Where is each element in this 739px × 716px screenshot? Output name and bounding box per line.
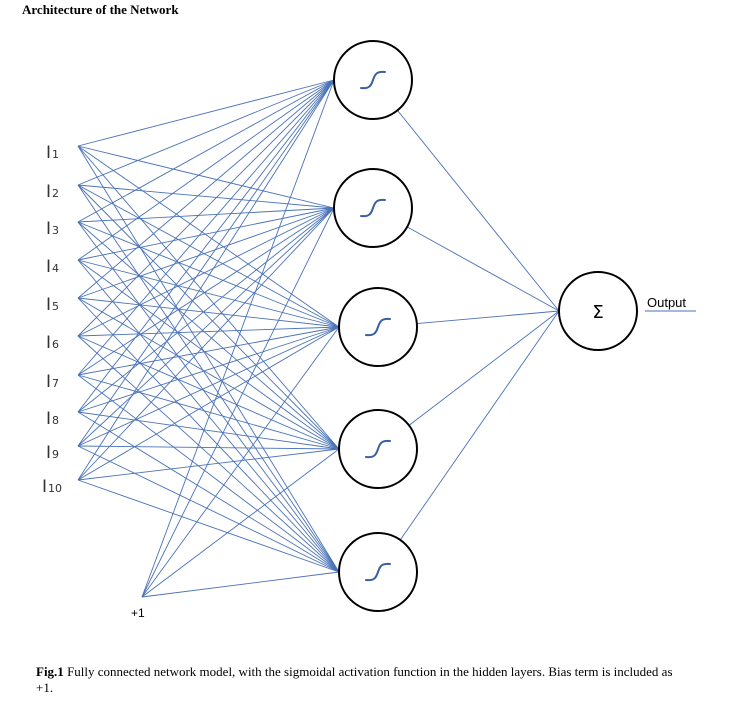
- sum-symbol: Σ: [592, 302, 603, 323]
- hidden-output-connection: [399, 310, 560, 541]
- input-hidden-connection: [77, 207, 335, 447]
- input-hidden-connection: [77, 79, 335, 299]
- output-label: Output: [647, 295, 686, 310]
- output-layer: Σ Output: [558, 271, 696, 351]
- input-hidden-connection: [77, 445, 340, 573]
- input-hidden-connection: [77, 259, 340, 450]
- input-hidden-connection: [77, 297, 340, 328]
- input-layer: I1 I2 I3 I4 I5 I6 I7 I8 I9 I10: [42, 143, 62, 497]
- sigmoid-curve-icon: [365, 562, 391, 582]
- input-hidden-connection: [77, 184, 340, 573]
- input-hidden-connection: [77, 207, 335, 299]
- input-label: I3: [46, 219, 59, 239]
- input-hidden-connection: [77, 411, 340, 450]
- input-hidden-connection: [77, 374, 340, 450]
- input-hidden-connection: [77, 207, 335, 337]
- input-hidden-connection: [77, 326, 340, 413]
- input-hidden-connection: [77, 335, 340, 450]
- bias-hidden-connection: [141, 207, 335, 598]
- caption-text: Fully connected network model, with the …: [36, 664, 673, 695]
- input-hidden-connection: [77, 79, 335, 223]
- bias-hidden-connection: [141, 448, 340, 598]
- sigmoid-curve-icon: [360, 198, 386, 218]
- hidden-output-connection: [406, 226, 560, 312]
- input-hidden-connection: [77, 221, 340, 450]
- input-hidden-connection: [77, 297, 340, 450]
- input-hidden-connection: [77, 448, 340, 481]
- caption-figure-number: Fig.1: [36, 664, 64, 679]
- bias-hidden-connection: [141, 571, 340, 598]
- input-hidden-connection: [77, 79, 335, 413]
- input-hidden-connection: [77, 221, 340, 573]
- connections-layer: [77, 79, 560, 598]
- input-hidden-connection: [77, 79, 335, 337]
- hidden-neuron: [338, 409, 418, 489]
- input-label: I9: [46, 443, 59, 463]
- input-hidden-connection: [77, 145, 340, 328]
- input-hidden-connection: [77, 207, 335, 413]
- hidden-neuron: [338, 287, 418, 367]
- input-hidden-connection: [77, 479, 340, 573]
- input-hidden-connection: [77, 326, 340, 337]
- hidden-neuron: [333, 168, 413, 248]
- input-hidden-connection: [77, 326, 340, 447]
- input-hidden-connection: [77, 259, 340, 573]
- bias-label: +1: [131, 606, 145, 620]
- hidden-output-connection: [416, 310, 560, 325]
- input-hidden-connection: [77, 79, 335, 186]
- input-hidden-connection: [77, 79, 335, 147]
- input-label: I10: [42, 477, 62, 497]
- input-hidden-connection: [77, 79, 335, 376]
- input-hidden-connection: [77, 79, 335, 447]
- hidden-layer: [333, 40, 418, 612]
- hidden-output-connection: [397, 110, 560, 312]
- input-hidden-connection: [77, 145, 335, 209]
- input-hidden-connection: [77, 297, 340, 573]
- hidden-neuron: [338, 532, 418, 612]
- input-label: I1: [46, 143, 59, 163]
- bias-hidden-connection: [141, 79, 335, 598]
- input-hidden-connection: [77, 207, 335, 481]
- input-hidden-connection: [77, 411, 340, 573]
- input-hidden-connection: [77, 184, 340, 328]
- output-sum-node: [558, 271, 638, 351]
- sigmoid-curve-icon: [365, 317, 391, 337]
- input-hidden-connection: [77, 207, 335, 261]
- input-hidden-connection: [77, 145, 340, 573]
- input-label: I5: [46, 295, 59, 315]
- hidden-output-connection: [408, 310, 560, 426]
- input-hidden-connection: [77, 184, 335, 209]
- hidden-neuron: [333, 40, 413, 120]
- input-label: I7: [46, 372, 59, 392]
- input-hidden-connection: [77, 326, 340, 481]
- input-hidden-connection: [77, 79, 335, 481]
- bias-hidden-connection: [141, 326, 340, 598]
- input-hidden-connection: [77, 79, 335, 261]
- input-hidden-connection: [77, 374, 340, 573]
- input-label: I8: [46, 409, 59, 429]
- sigmoid-curve-icon: [360, 70, 386, 90]
- input-hidden-connection: [77, 445, 340, 450]
- sigmoid-curve-icon: [365, 439, 391, 459]
- input-hidden-connection: [77, 207, 335, 376]
- figure-caption: Fig.1 Fully connected network model, wit…: [36, 664, 676, 696]
- page-title: Architecture of the Network: [22, 2, 179, 17]
- input-label: I6: [46, 333, 59, 353]
- input-hidden-connection: [77, 335, 340, 573]
- input-hidden-connection: [77, 259, 340, 328]
- input-hidden-connection: [77, 326, 340, 376]
- input-label: I4: [46, 257, 59, 277]
- input-hidden-connection: [77, 221, 340, 328]
- input-hidden-connection: [77, 145, 340, 450]
- input-hidden-connection: [77, 207, 335, 223]
- input-label: I2: [46, 182, 59, 202]
